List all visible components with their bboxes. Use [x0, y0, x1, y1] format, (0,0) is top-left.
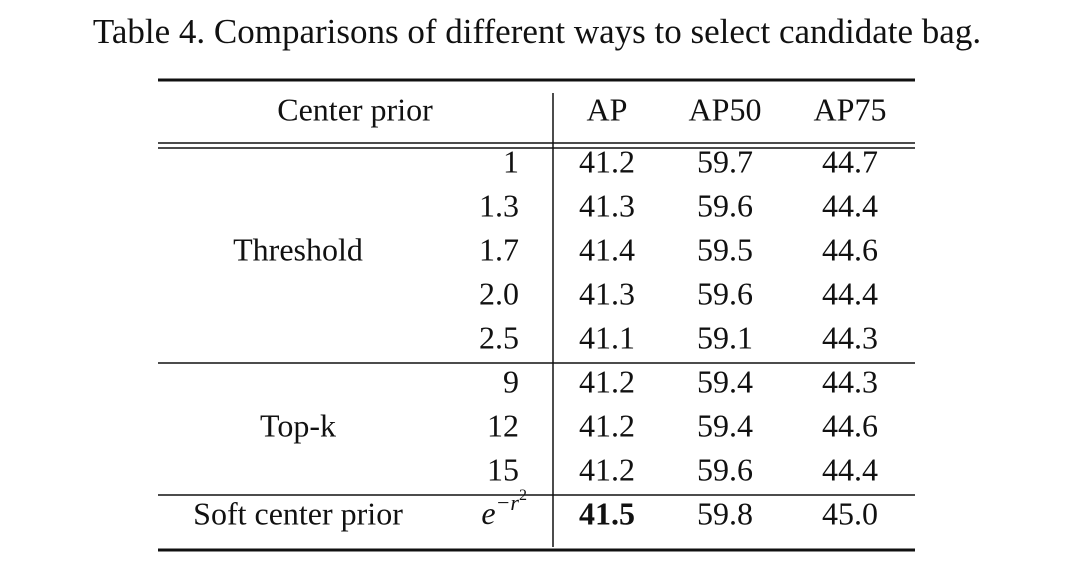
value-cell: 59.6	[697, 451, 753, 487]
param-cell: 15	[487, 451, 519, 487]
param-cell: 9	[503, 363, 519, 399]
value-cell: 59.6	[697, 275, 753, 311]
header-cell: AP75	[814, 91, 887, 127]
value-cell: 44.3	[822, 363, 878, 399]
group-label: Top-k	[260, 407, 336, 443]
value-cell: 44.3	[822, 319, 878, 355]
param-cell: 1.7	[479, 231, 519, 267]
value-cell: 59.1	[697, 319, 753, 355]
value-cell: 44.4	[822, 451, 878, 487]
value-cell: 59.6	[697, 187, 753, 223]
value-cell: 44.4	[822, 187, 878, 223]
value-cell: 59.5	[697, 231, 753, 267]
value-cell: 41.2	[579, 407, 635, 443]
value-cell: 59.8	[697, 495, 753, 531]
header-cell: AP	[587, 91, 628, 127]
value-cell: 59.7	[697, 143, 753, 179]
value-cell: 44.4	[822, 275, 878, 311]
value-cell: 41.4	[579, 231, 635, 267]
value-cell: 41.1	[579, 319, 635, 355]
value-cell: 59.4	[697, 363, 753, 399]
value-cell: 45.0	[822, 495, 878, 531]
param-cell: 2.0	[479, 275, 519, 311]
value-cell: 41.2	[579, 451, 635, 487]
value-cell: 44.6	[822, 407, 878, 443]
value-cell: 41.5	[579, 495, 635, 531]
value-cell: 41.3	[579, 187, 635, 223]
header-cell: Center prior	[277, 91, 433, 127]
caption: Table 4. Comparisons of different ways t…	[93, 12, 981, 51]
formula-exponent: −r	[496, 490, 520, 515]
value-cell: 41.2	[579, 143, 635, 179]
formula-exponent-power: 2	[519, 487, 527, 504]
param-cell: 1	[503, 143, 519, 179]
param-cell: 12	[487, 407, 519, 443]
formula-cell: e−r2	[481, 487, 527, 532]
value-cell: 44.7	[822, 143, 878, 179]
value-cell: 41.2	[579, 363, 635, 399]
value-cell: 41.3	[579, 275, 635, 311]
value-cell: 44.6	[822, 231, 878, 267]
value-cell: 59.4	[697, 407, 753, 443]
param-cell: 1.3	[479, 187, 519, 223]
param-cell: 2.5	[479, 319, 519, 355]
formula-base: e	[481, 495, 495, 531]
group-label: Soft center prior	[193, 495, 403, 531]
group-label: Threshold	[233, 231, 363, 267]
header-cell: AP50	[689, 91, 762, 127]
